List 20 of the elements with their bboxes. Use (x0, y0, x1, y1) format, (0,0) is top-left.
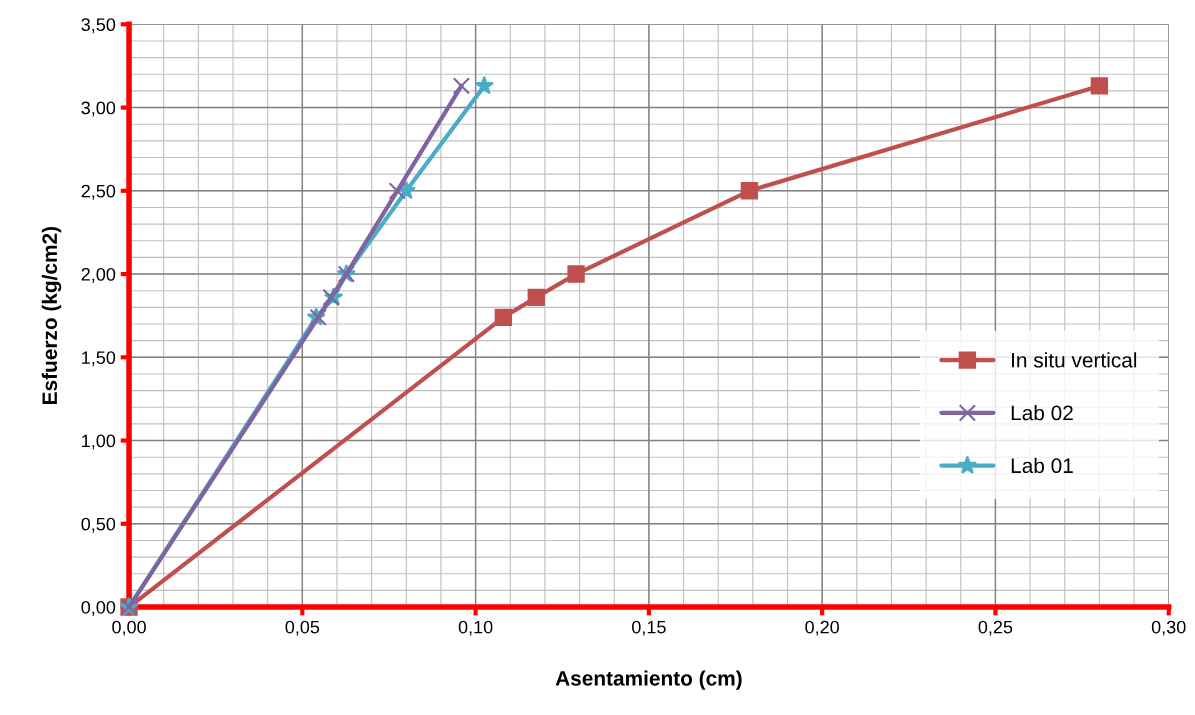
y-tick-label: 1,50 (82, 351, 116, 367)
x-tick-label: 0,00 (112, 620, 146, 636)
x-tick-label: 0,20 (805, 620, 840, 636)
legend-label: Lab 01 (1011, 457, 1073, 474)
y-tick-label: 0,00 (81, 600, 116, 616)
x-tick-label: 0,25 (978, 620, 1013, 636)
y-tick-label: 1,00 (82, 434, 116, 450)
y-axis-title: Esfuerzo (kg/cm2) (41, 226, 62, 404)
legend-label: Lab 02 (1011, 405, 1073, 421)
y-tick-label: 3,50 (81, 18, 116, 34)
y-tick-label: 2,00 (81, 267, 116, 283)
x-tick-label: 0,10 (458, 620, 493, 636)
x-tick-label: 0,30 (1151, 620, 1186, 636)
x-tick-label: 0,05 (285, 620, 320, 636)
y-tick-label: 0,50 (81, 517, 116, 533)
y-tick-label: 2,50 (81, 184, 116, 200)
legend-label: In situ vertical (1012, 352, 1137, 368)
x-axis-title: Asentamiento (cm) (555, 670, 742, 690)
y-tick-label: 3,00 (81, 101, 116, 117)
x-tick-label: 0,15 (632, 620, 666, 636)
